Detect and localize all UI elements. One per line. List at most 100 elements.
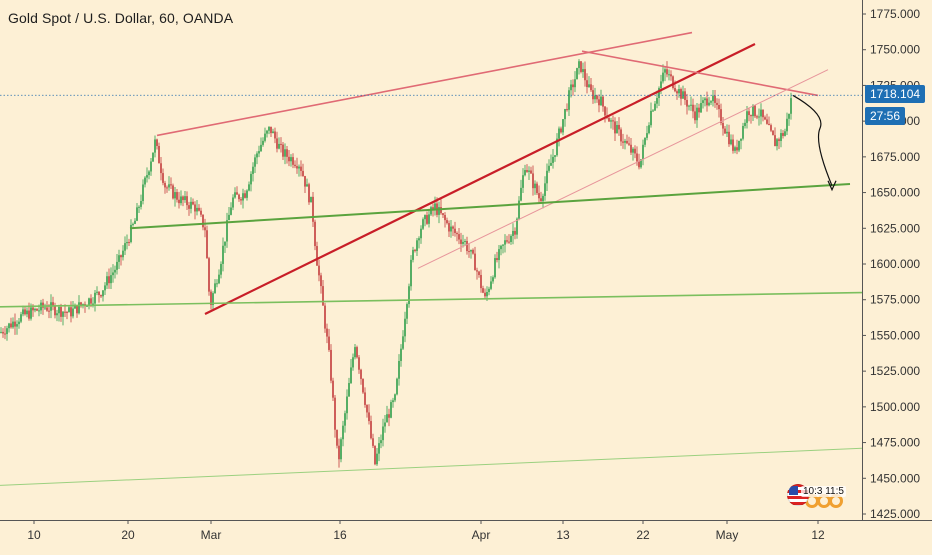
candle-body bbox=[422, 219, 424, 229]
trendline bbox=[581, 50, 819, 97]
y-tick-label: 1600.000 bbox=[870, 257, 920, 271]
candle-body bbox=[336, 429, 338, 446]
candle-body bbox=[664, 69, 666, 73]
candle-body bbox=[300, 166, 302, 171]
candle-body bbox=[680, 89, 682, 99]
candle-body bbox=[204, 227, 206, 231]
trendline bbox=[156, 31, 693, 137]
candle-body bbox=[246, 190, 248, 198]
candle-body bbox=[258, 151, 260, 154]
candle-body bbox=[160, 163, 162, 174]
trendline bbox=[417, 69, 829, 269]
candle-body bbox=[374, 445, 376, 465]
candle-body bbox=[64, 311, 66, 313]
candle-body bbox=[614, 121, 616, 134]
candle-body bbox=[504, 240, 506, 245]
candle-body bbox=[290, 157, 292, 162]
current-price-tag[interactable]: 1718.104 bbox=[865, 85, 926, 103]
candle-body bbox=[486, 292, 488, 297]
candle-body bbox=[648, 125, 650, 134]
candle-body bbox=[676, 91, 678, 94]
x-tick-label: Mar bbox=[201, 528, 222, 542]
candle-body bbox=[6, 328, 8, 335]
candle-body bbox=[706, 98, 708, 106]
candle-body bbox=[660, 81, 662, 89]
candle-body bbox=[0, 331, 2, 333]
candle-body bbox=[138, 206, 140, 208]
candle-body bbox=[398, 360, 400, 379]
candle-body bbox=[418, 238, 420, 241]
candle-body bbox=[530, 170, 532, 174]
chart-title: Gold Spot / U.S. Dollar, 60, OANDA bbox=[8, 10, 234, 26]
candle-body bbox=[232, 197, 234, 208]
candle-body bbox=[190, 201, 192, 209]
candle-body bbox=[532, 173, 534, 189]
candle-body bbox=[12, 321, 14, 328]
candle-body bbox=[126, 242, 128, 244]
candle-body bbox=[732, 139, 734, 151]
candle-body bbox=[432, 207, 434, 210]
candle-body bbox=[54, 305, 56, 316]
candle-body bbox=[178, 199, 180, 204]
candle-body bbox=[136, 207, 138, 221]
clock-badge[interactable]: 10:3 11:5 bbox=[787, 482, 849, 510]
candle-body bbox=[738, 140, 740, 151]
time-axis-bg bbox=[0, 520, 932, 550]
candle-body bbox=[202, 214, 204, 228]
candle-body bbox=[672, 76, 674, 89]
candle-body bbox=[612, 120, 614, 122]
candle-body bbox=[310, 196, 312, 203]
candle-body bbox=[338, 445, 340, 460]
candle-body bbox=[172, 185, 174, 199]
candle-body bbox=[692, 104, 694, 112]
candle-body bbox=[228, 214, 230, 221]
candle-body bbox=[604, 106, 606, 116]
candle-body bbox=[632, 148, 634, 153]
candle-body bbox=[540, 198, 542, 202]
candle-body bbox=[552, 156, 554, 163]
candle-body bbox=[286, 149, 288, 157]
candle-body bbox=[766, 119, 768, 124]
candle-body bbox=[156, 139, 158, 146]
y-tick-label: 1750.000 bbox=[870, 43, 920, 57]
arrowhead-icon bbox=[827, 180, 837, 192]
candle-body bbox=[600, 96, 602, 106]
candle-body bbox=[334, 397, 336, 430]
candle-body bbox=[426, 215, 428, 224]
candle-body bbox=[780, 133, 782, 141]
candle-body bbox=[502, 244, 504, 246]
candle-body bbox=[270, 126, 272, 134]
candle-body bbox=[216, 283, 218, 285]
candle-body bbox=[740, 138, 742, 141]
candle-body bbox=[274, 131, 276, 139]
candle-body bbox=[630, 144, 632, 153]
candle-body bbox=[736, 147, 738, 151]
candle-body bbox=[236, 192, 238, 195]
candle-body bbox=[196, 207, 198, 212]
x-tick-label: 16 bbox=[333, 528, 347, 542]
candle-body bbox=[230, 207, 232, 215]
candle-body bbox=[494, 258, 496, 278]
candle-body bbox=[280, 143, 282, 145]
candle-body bbox=[364, 392, 366, 405]
candle-body bbox=[428, 214, 430, 224]
candle-body bbox=[520, 187, 522, 201]
candle-body bbox=[790, 98, 792, 114]
candle-body bbox=[302, 170, 304, 177]
candle-body bbox=[576, 68, 578, 80]
candle-body bbox=[206, 230, 208, 259]
candles-layer bbox=[0, 59, 792, 468]
candle-body bbox=[640, 159, 642, 168]
candle-body bbox=[572, 84, 574, 88]
candle-body bbox=[18, 321, 20, 325]
y-tick-label: 1650.000 bbox=[870, 186, 920, 200]
candle-body bbox=[416, 240, 418, 251]
candle-body bbox=[778, 139, 780, 141]
candle-body bbox=[4, 333, 6, 335]
candle-body bbox=[384, 422, 386, 427]
candle-body bbox=[28, 310, 30, 319]
candle-body bbox=[108, 276, 110, 284]
